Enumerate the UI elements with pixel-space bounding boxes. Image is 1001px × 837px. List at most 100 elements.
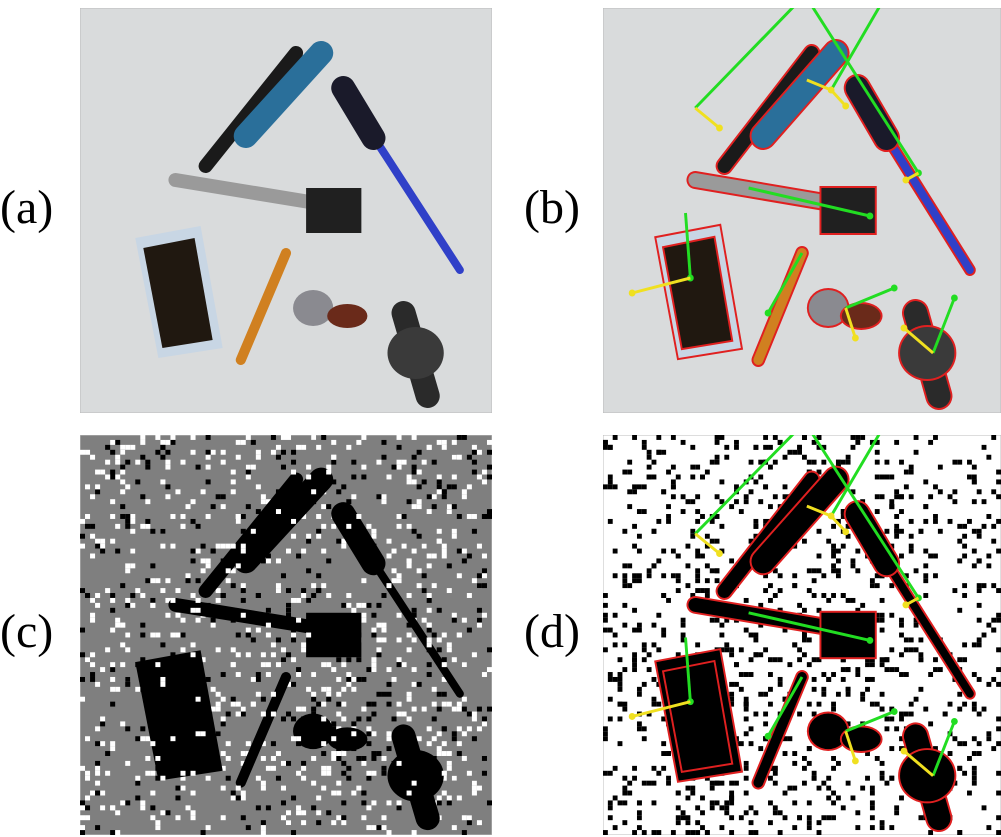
noise: [256, 593, 261, 598]
noise: [695, 509, 700, 514]
noise: [467, 554, 472, 559]
noise: [982, 499, 987, 504]
noise: [231, 662, 236, 667]
noise: [632, 578, 637, 583]
noise: [749, 805, 754, 810]
noise: [705, 470, 710, 475]
noise: [326, 692, 331, 697]
noise: [236, 440, 241, 445]
noise: [321, 687, 326, 692]
noise: [467, 712, 472, 717]
noise: [647, 781, 652, 786]
noise: [85, 795, 90, 800]
noise: [381, 494, 386, 499]
noise: [271, 692, 276, 697]
noise: [608, 771, 613, 776]
noise: [831, 554, 836, 559]
noise: [386, 539, 391, 544]
noise: [763, 435, 768, 440]
noise: [85, 736, 90, 741]
noise: [996, 588, 1001, 593]
noise: [758, 652, 763, 657]
noise: [812, 568, 817, 573]
noise: [206, 450, 211, 455]
noise: [676, 578, 681, 583]
noise: [797, 603, 802, 608]
noise: [831, 563, 836, 568]
noise: [462, 489, 467, 494]
noise: [452, 529, 457, 534]
noise: [311, 697, 316, 702]
noise: [331, 667, 336, 672]
noise: [851, 445, 856, 450]
noise: [686, 786, 691, 791]
noise: [256, 628, 261, 633]
noise: [115, 460, 120, 465]
noise: [880, 618, 885, 623]
noise: [392, 465, 397, 470]
noise: [211, 504, 216, 509]
noise: [246, 475, 251, 480]
noise: [165, 460, 170, 465]
noise: [991, 618, 996, 623]
noise: [170, 598, 175, 603]
axis-end: [716, 125, 723, 132]
noise: [996, 613, 1001, 618]
noise: [977, 603, 982, 608]
noise: [366, 776, 371, 781]
noise: [80, 628, 85, 633]
noise: [356, 603, 361, 608]
noise: [618, 702, 623, 707]
noise: [241, 583, 246, 588]
noise: [311, 707, 316, 712]
noise: [627, 563, 632, 568]
noise: [336, 712, 341, 717]
noise: [381, 623, 386, 628]
noise: [914, 450, 919, 455]
noise: [817, 702, 822, 707]
noise: [753, 830, 758, 835]
noise: [306, 687, 311, 692]
noise: [986, 623, 991, 628]
noise: [291, 657, 296, 662]
noise: [686, 795, 691, 800]
noise: [110, 677, 115, 682]
noise: [768, 672, 773, 677]
noise: [690, 534, 695, 539]
noise: [351, 460, 356, 465]
noise: [110, 687, 115, 692]
noise: [671, 830, 676, 835]
noise: [437, 707, 442, 712]
noise: [397, 613, 402, 618]
noise: [807, 746, 812, 751]
noise: [120, 721, 125, 726]
noise: [110, 450, 115, 455]
noise: [773, 494, 778, 499]
noise: [729, 795, 734, 800]
noise: [437, 647, 442, 652]
noise: [145, 736, 150, 741]
noise: [432, 736, 437, 741]
noise: [652, 702, 657, 707]
noise: [744, 761, 749, 766]
noise: [661, 741, 666, 746]
noise: [802, 435, 807, 440]
noise: [346, 445, 351, 450]
noise: [115, 618, 120, 623]
noise: [972, 776, 977, 781]
noise: [972, 702, 977, 707]
noise: [821, 573, 826, 578]
noise: [880, 628, 885, 633]
noise: [729, 558, 734, 563]
noise: [855, 672, 860, 677]
noise: [442, 741, 447, 746]
noise: [860, 435, 865, 440]
noise: [427, 554, 432, 559]
noise: [442, 726, 447, 731]
noise: [899, 494, 904, 499]
noise: [412, 830, 417, 835]
noise: [792, 751, 797, 756]
noise: [482, 756, 487, 761]
noise: [821, 687, 826, 692]
noise: [802, 455, 807, 460]
